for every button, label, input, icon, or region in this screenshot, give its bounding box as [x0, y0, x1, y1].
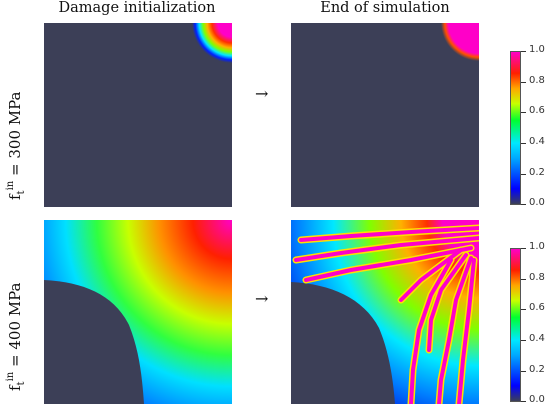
colorbar-300-label-0-0: 0.0	[529, 197, 545, 208]
colorbar-300-label-0-4: 0.4	[529, 136, 545, 147]
colorbar-400-tick	[521, 371, 526, 372]
colorbar-300-label-0-2: 0.2	[529, 167, 545, 178]
colorbar-400-tick	[521, 340, 526, 341]
panel-300-end	[291, 23, 479, 207]
panel-400-end	[291, 220, 479, 404]
colorbar-300-tick	[521, 204, 526, 205]
colorbar-400-label-0-4: 0.4	[529, 333, 545, 344]
colorbar-300-label-1-0: 1.0	[529, 44, 545, 55]
column-title-end: End of simulation	[320, 0, 450, 16]
row-label-300: ftin = 300 MPa	[5, 91, 27, 200]
colorbar-300-tick	[521, 143, 526, 144]
arrow-row-400: →	[255, 289, 269, 308]
colorbar-400-label-1-0: 1.0	[529, 241, 545, 252]
colorbar-300	[510, 51, 521, 205]
row-label-400: ftin = 400 MPa	[5, 282, 27, 391]
colorbar-300-label-0-8: 0.8	[529, 75, 545, 86]
colorbar-400-label-0-6: 0.6	[529, 302, 545, 313]
colorbar-300-tick	[521, 112, 526, 113]
colorbar-300-tick	[521, 82, 526, 83]
colorbar-400-label-0-2: 0.2	[529, 364, 545, 375]
colorbar-400-tick	[521, 401, 526, 402]
colorbar-300-tick	[521, 51, 526, 52]
arrow-row-300: →	[255, 84, 269, 103]
colorbar-300-label-0-6: 0.6	[529, 105, 545, 116]
colorbar-400-tick	[521, 309, 526, 310]
colorbar-400-label-0-0: 0.0	[529, 394, 545, 405]
colorbar-300-tick	[521, 174, 526, 175]
column-title-initialization: Damage initialization	[58, 0, 216, 16]
colorbar-400	[510, 248, 521, 402]
colorbar-400-label-0-8: 0.8	[529, 272, 545, 283]
panel-300-initialization	[44, 23, 232, 207]
colorbar-400-tick	[521, 279, 526, 280]
panel-400-initialization	[44, 220, 232, 404]
colorbar-400-tick	[521, 248, 526, 249]
